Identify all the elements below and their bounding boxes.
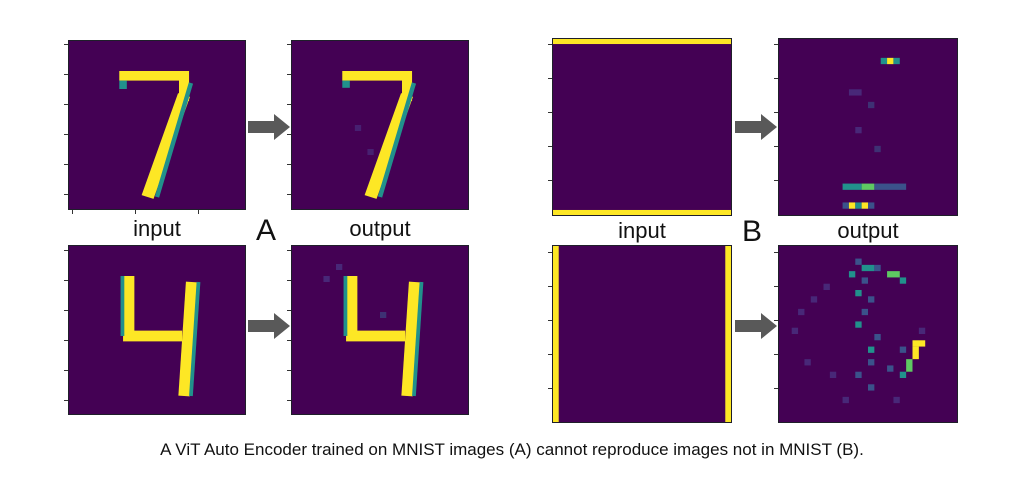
horizontal-bars-input-image [553, 39, 731, 215]
vertical-bars-output-image [791, 258, 926, 404]
digit-4-input-image [120, 276, 201, 397]
label-b-input: input [618, 218, 666, 243]
label-a-output: output [349, 216, 411, 241]
horizontal-bars-output-image [842, 57, 907, 209]
right-arrow-icon [735, 114, 777, 145]
panel-a-input-7 [68, 40, 246, 210]
panel-b-output-horizontal [778, 38, 958, 216]
label-b-output: output [837, 218, 899, 243]
right-arrow-icon [735, 313, 777, 344]
digit-4-output-image [323, 264, 424, 397]
right-arrow-icon [248, 114, 290, 145]
group-b-letter: B [742, 215, 763, 248]
group-a-letter: A [256, 214, 277, 247]
label-a-input: input [133, 216, 181, 241]
right-arrow-icon [248, 313, 290, 344]
digit-7-output-image [342, 71, 417, 199]
digit-7-input-image [119, 71, 194, 199]
figure-caption: A ViT Auto Encoder trained on MNIST imag… [160, 440, 864, 459]
panel-b-input-vertical [552, 245, 732, 423]
panel-b-output-vertical [778, 245, 958, 423]
vertical-bars-input-image [553, 246, 731, 422]
panel-a-output-4 [291, 245, 469, 415]
panel-a-output-7 [291, 40, 469, 210]
panel-a-input-4 [68, 245, 246, 415]
panel-b-input-horizontal [552, 38, 732, 216]
